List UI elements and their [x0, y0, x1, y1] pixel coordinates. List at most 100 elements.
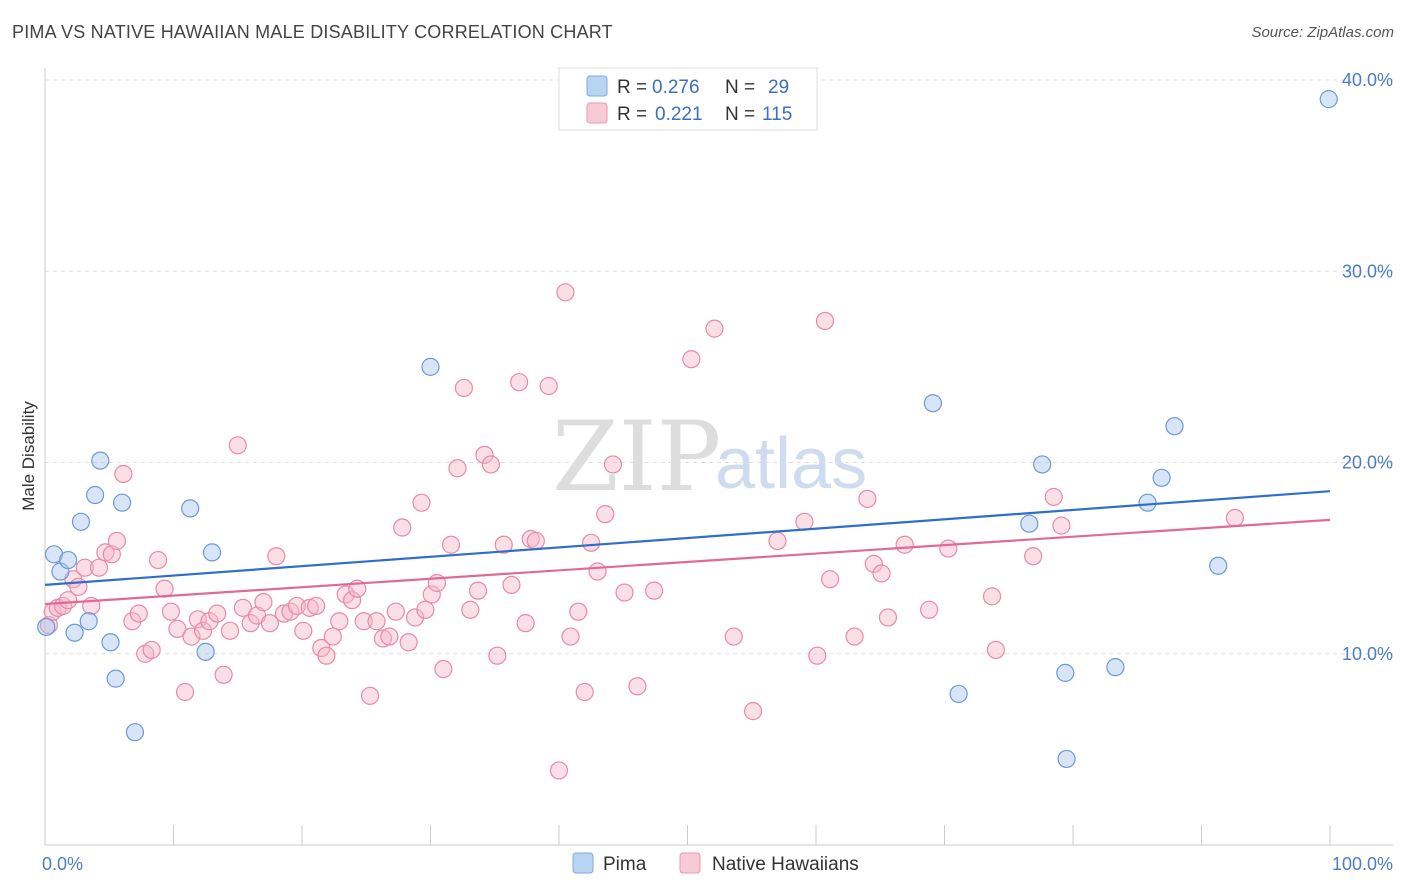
pima-point: [1033, 455, 1052, 474]
native-hawaiians-point: [386, 602, 405, 621]
pima-point: [1209, 556, 1228, 575]
x-tick-label: 100.0%: [1332, 854, 1393, 874]
native-hawaiians-point: [317, 646, 336, 665]
native-hawaiians-point: [821, 570, 840, 589]
native-hawaiians-point: [343, 591, 362, 610]
native-hawaiians-point: [323, 627, 342, 646]
native-hawaiians-point: [556, 283, 575, 302]
native-hawaiians-point: [569, 602, 588, 621]
native-hawaiians-point: [644, 581, 664, 600]
native-hawaiians-point: [393, 518, 412, 537]
native-hawaiians-point: [475, 445, 494, 464]
legend-r-value-pima: 0.276: [652, 77, 700, 98]
native-hawaiians-point: [575, 682, 594, 702]
native-hawaiians-point: [188, 610, 208, 629]
native-hawaiians-point: [102, 545, 121, 564]
pima-point: [125, 723, 145, 742]
native-hawaiians-point: [510, 373, 529, 392]
pima-trend-line: [44, 490, 1331, 586]
native-hawaiians-point: [481, 455, 500, 474]
pima-point: [112, 493, 132, 512]
pima-point: [37, 617, 56, 637]
native-hawaiians-point: [1052, 516, 1071, 535]
native-hawaiians-point: [412, 493, 431, 512]
native-hawaiians-point: [682, 350, 701, 369]
pima-point: [202, 543, 222, 562]
native-hawaiians-point: [416, 600, 435, 619]
native-hawaiians-point: [982, 587, 1002, 606]
native-hawaiians-point: [705, 319, 724, 338]
native-hawaiians-point: [373, 629, 393, 648]
chart-title: PIMA VS NATIVE HAWAIIAN MALE DISABILITY …: [12, 22, 613, 42]
native-hawaiians-point: [1044, 487, 1063, 507]
tick-labels: 10.0% 20.0% 30.0% 40.0% 0.0% 100.0%: [42, 70, 1393, 874]
native-hawaiians-point: [142, 640, 161, 660]
bottom-legend-label-pima: Pima: [603, 854, 647, 875]
native-hawaiians-point: [214, 665, 233, 684]
native-hawaiians-point: [845, 627, 864, 646]
x-tick-label: 0.0%: [42, 854, 83, 874]
native-hawaiians-point: [148, 550, 168, 570]
native-hawaiians-point: [233, 598, 252, 617]
legend-n-value-native-hawaiians: 115: [762, 104, 792, 125]
pima-point: [923, 394, 943, 413]
native-hawaiians-point: [588, 562, 607, 581]
y-tick-label: 20.0%: [1342, 453, 1393, 473]
legend-n-value-pima: 29: [768, 77, 789, 98]
native-hawaiians-point: [380, 627, 399, 646]
native-hawaiians-point: [468, 581, 488, 600]
native-hawaiians-trend-line: [44, 518, 1331, 606]
native-hawaiians-point: [89, 558, 109, 577]
native-hawaiians-point: [454, 378, 474, 398]
pima-point: [1057, 749, 1076, 769]
native-hawaiians-point: [367, 612, 386, 631]
legend-r-value-native-hawaiians: 0.221: [655, 104, 703, 125]
native-hawaiians-point: [405, 608, 425, 627]
native-hawaiians-point: [129, 604, 148, 623]
native-hawaiians-point: [502, 575, 521, 595]
native-hawaiians-point: [114, 464, 133, 484]
native-hawaiians-point: [399, 633, 418, 652]
native-hawaiians-point: [603, 455, 623, 474]
source-label: Source: ZipAtlas.com: [1251, 24, 1394, 41]
native-hawaiians-point: [59, 591, 78, 610]
native-hawaiians-point: [220, 621, 240, 640]
native-hawaiians-point: [354, 612, 373, 631]
native-hawaiians-point: [361, 686, 380, 705]
bottom-legend-swatch-native-hawaiians: [679, 852, 701, 874]
native-hawaiians-point: [200, 612, 219, 631]
native-hawaiians-point: [488, 646, 507, 665]
native-hawaiians-point: [448, 459, 467, 478]
pima-point: [196, 642, 215, 661]
native-hawaiians-point: [193, 621, 213, 640]
pima-point: [421, 357, 440, 376]
native-hawaiians-point: [182, 627, 201, 646]
native-hawaiians-point: [628, 677, 647, 696]
pima-point: [1020, 514, 1039, 533]
pima-point: [949, 684, 968, 704]
native-hawaiians-point: [596, 505, 615, 524]
native-hawaiians-point: [561, 627, 580, 646]
native-hawaiians-point: [858, 489, 877, 508]
native-hawaiians-point: [939, 539, 958, 558]
legend-n-label-pima: N =: [725, 77, 755, 98]
native-hawaiians-point: [260, 614, 279, 633]
pima-point: [79, 612, 98, 631]
native-hawaiians-point: [878, 608, 898, 627]
native-hawaiians-point: [986, 640, 1006, 660]
native-hawaiians-point: [69, 577, 88, 596]
pima-point: [91, 451, 110, 470]
watermark-atlas: atlas: [715, 424, 867, 504]
native-hawaiians-point: [267, 547, 286, 566]
pima-point: [181, 499, 200, 518]
native-hawaiians-point: [441, 535, 461, 554]
watermark: ZIP atlas: [552, 401, 867, 513]
pima-point: [1106, 658, 1125, 677]
native-hawaiians-point: [539, 376, 558, 396]
y-tick-label: 10.0%: [1342, 644, 1393, 664]
watermark-zip: ZIP: [552, 401, 721, 513]
native-hawaiians-point: [228, 436, 247, 455]
axes: [44, 68, 1393, 846]
grid-lines: [45, 79, 1393, 655]
